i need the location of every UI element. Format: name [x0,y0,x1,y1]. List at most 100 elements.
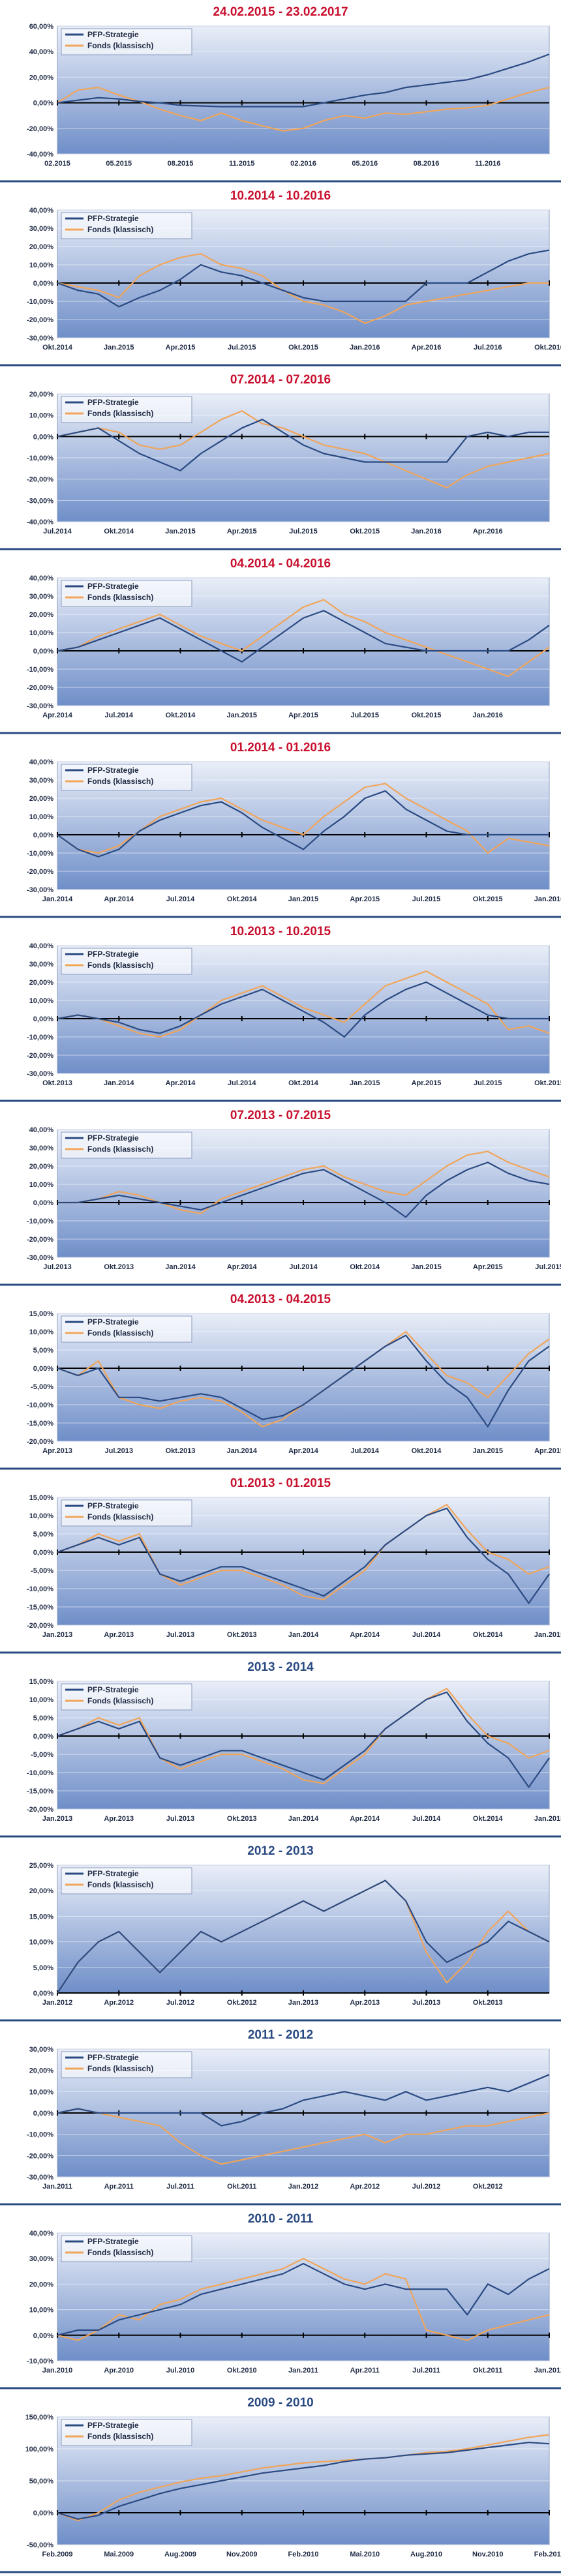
y-tick-label: 10,00% [29,2307,54,2314]
legend: PFP-Strategie Fonds (klassisch) [61,764,192,791]
chart-panel: 2013 - 2014 -20,00% -15,00% -10,00% -5,00% 0,… [0,1655,561,1839]
chart-panel: 07.2013 - 07.2015 -30,00% -20,00% -10,00% 0,… [0,1103,561,1287]
x-tick-label: Okt.2014 [166,711,196,719]
x-tick-label: Okt.2014 [473,1631,504,1639]
legend-label: PFP-Strategie [87,1133,139,1143]
legend-label: PFP-Strategie [87,1501,139,1510]
x-tick-label: Jul.2014 [289,1263,318,1271]
legend-label: PFP-Strategie [87,30,139,39]
series-line-strategy [57,2074,550,2127]
x-tick-label: Okt.2014 [412,1447,442,1455]
legend-label: PFP-Strategie [87,582,139,591]
x-tick-label: Apr.2014 [166,1079,196,1087]
series-line-strategy [57,981,549,1038]
y-tick-label: -10,00% [27,1769,53,1777]
x-tick-label: Jan.2013 [42,1815,72,1823]
x-tick-label: Apr.2015 [227,528,257,535]
y-tick-label: 20,00% [29,74,54,82]
y-tick-label: 15,00% [29,1310,54,1318]
y-tick-label: -15,00% [27,1788,53,1795]
x-tick-label: Jul.2012 [412,2183,440,2191]
chart-title: 01.2013 - 01.2015 [230,1476,331,1490]
x-tick-label: Apr.2013 [350,1999,380,2007]
legend: PFP-Strategie Fonds (klassisch) [61,948,192,975]
y-tick-label: 40,00% [29,2230,54,2238]
legend: PFP-Strategie Fonds (klassisch) [61,2051,192,2078]
y-tick-label: 20,00% [29,391,54,398]
y-tick-label: 0,00% [33,1990,53,1998]
legend-box [61,2235,192,2262]
x-tick-label: Jan.2013 [288,1999,318,2007]
x-tick-label: Okt.2011 [473,2367,502,2374]
y-tick-label: 10,00% [29,1328,54,1336]
y-tick-label: 0,00% [33,100,53,108]
y-tick-label: -5,00% [31,1751,53,1759]
chart-svg: 10.2013 - 10.2015 -30,00% -20,00% -10,00% 0,… [0,925,561,1102]
x-tick-label: Jan.2015 [104,344,134,352]
x-tick-label: Apr.2016 [473,528,503,535]
y-tick-label: -10,00% [27,1401,53,1409]
x-tick-label: Apr.2014 [288,1447,319,1455]
chart-svg: 2011 - 2012 -30,00% -20,00% -10,00% 0,00% 10,… [0,2028,561,2206]
x-tick-label: Jul.2014 [351,1447,380,1455]
x-tick-label: Apr.2012 [104,1999,134,2007]
y-tick-label: -5,00% [31,1567,53,1575]
y-tick-label: 5,00% [33,1964,53,1972]
x-tick-label: Apr.2015 [534,1447,561,1455]
y-tick-label: 10,00% [29,262,54,269]
x-tick-label: Apr.2013 [104,1815,134,1823]
x-tick-label: Okt.2011 [227,2183,256,2191]
legend-box [61,2051,192,2078]
y-tick-label: 20,00% [29,979,54,987]
x-tick-label: Okt.2013 [42,1079,72,1087]
chart-panel: 04.2014 - 04.2016 -30,00% -20,00% -10,00% 0,… [0,552,561,736]
x-tick-label: Jul.2015 [412,895,440,903]
x-tick-label: Okt.2014 [104,528,134,535]
x-tick-label: Okt.2014 [350,1263,380,1271]
x-tick-label: Jan.2016 [350,344,380,352]
legend-label: Fonds (klassisch) [87,409,153,418]
chart-title: 2012 - 2013 [247,1844,313,1858]
series-line-fund [57,1688,550,1784]
legend-label: Fonds (klassisch) [87,777,153,786]
y-tick-label: 0,00% [33,1549,53,1557]
x-tick-label: Okt.2013 [104,1263,134,1271]
x-tick-label: Jan.2011 [42,2183,72,2191]
y-tick-label: 30,00% [29,2046,54,2054]
chart-title: 2011 - 2012 [248,2028,313,2042]
y-tick-label: -20,00% [27,1236,53,1244]
legend-label: Fonds (klassisch) [87,41,153,50]
y-tick-label: 20,00% [29,1887,54,1895]
legend-label: Fonds (klassisch) [87,2064,153,2073]
x-tick-label: 05.2016 [352,160,378,168]
legend: PFP-Strategie Fonds (klassisch) [61,396,192,423]
chart-title: 01.2014 - 01.2016 [230,741,331,755]
legend-label: Fonds (klassisch) [87,1328,153,1338]
x-tick-label: Jan.2012 [534,2367,561,2374]
y-tick-label: 10,00% [29,629,54,637]
chart-title: 2009 - 2010 [247,2396,313,2410]
y-tick-label: 5,00% [33,1715,53,1722]
x-tick-label: Jul.2012 [166,1999,194,2007]
legend: PFP-Strategie Fonds (klassisch) [61,1315,192,1343]
legend-box [61,1683,192,1711]
y-tick-label: 0,00% [33,648,53,655]
series-line-fund [57,410,550,488]
x-tick-label: Jan.2015 [411,1263,441,1271]
x-tick-label: Apr.2010 [104,2367,134,2374]
chart-svg: 2009 - 2010 -50,00% 0,00% 50,00% 100,00% 150,… [0,2396,561,2573]
x-tick-label: Feb.2011 [534,2551,561,2558]
chart-title: 04.2013 - 04.2015 [230,1293,331,1306]
y-tick-label: -30,00% [27,1070,53,1078]
x-tick-label: Okt.2014 [42,344,73,352]
x-tick-label: Jul.2014 [412,1631,441,1639]
series-line-fund [57,970,550,1038]
legend: PFP-Strategie Fonds (klassisch) [61,2419,192,2446]
y-tick-label: 20,00% [29,1163,54,1171]
x-tick-label: Jan.2016 [411,528,441,535]
x-tick-label: Jan.2015 [534,1815,561,1823]
chart-svg: 07.2013 - 07.2015 -30,00% -20,00% -10,00% 0,… [0,1109,561,1286]
x-tick-label: Feb.2009 [42,2551,72,2558]
y-tick-label: -10,00% [27,1218,53,1225]
y-tick-label: -30,00% [27,886,53,894]
